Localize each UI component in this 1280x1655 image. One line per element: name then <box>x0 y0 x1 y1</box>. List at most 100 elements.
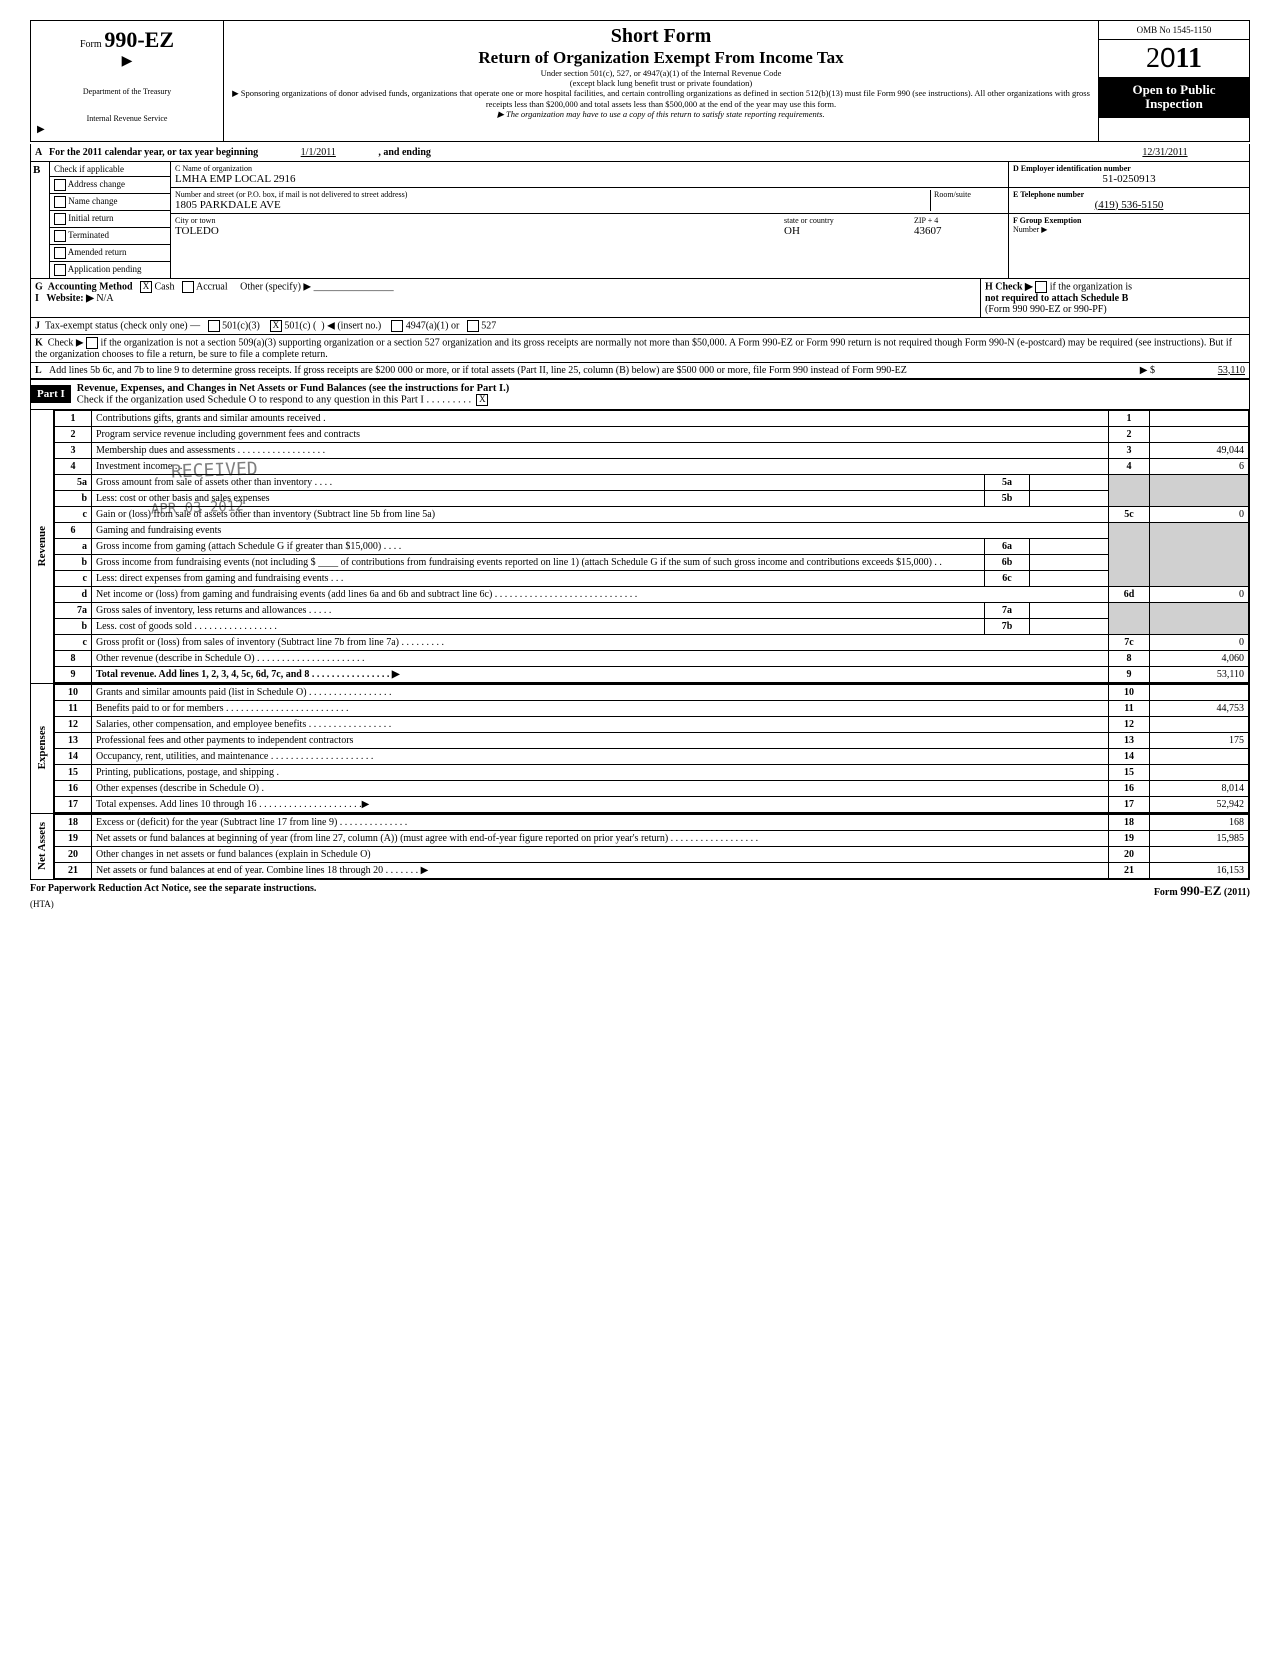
l6a-ia <box>1030 538 1109 554</box>
l5b-ia <box>1030 490 1109 506</box>
paperwork-notice: For Paperwork Reduction Act Notice, see … <box>30 883 316 894</box>
subtitle-4: ▶ The organization may have to use a cop… <box>232 109 1090 119</box>
open-line2: Inspection <box>1103 97 1245 111</box>
addr-label: Number and street (or P.O. box, if mail … <box>175 190 930 199</box>
l9-box: 9 <box>1109 666 1150 682</box>
header-mid: Short Form Return of Organization Exempt… <box>224 21 1098 141</box>
chk-term[interactable] <box>54 230 66 242</box>
opt-4947: 4947(a)(1) or <box>406 320 460 331</box>
chk-cash[interactable]: X <box>140 281 152 293</box>
l2-box: 2 <box>1109 426 1150 442</box>
l18-box: 18 <box>1109 814 1150 830</box>
other-specify: Other (specify) ▶ <box>240 281 311 292</box>
l18-amt: 168 <box>1150 814 1249 830</box>
form-header: Form 990-EZ ▶ Department of the Treasury… <box>30 20 1250 142</box>
block-j: J Tax-exempt status (check only one) — 5… <box>30 318 1250 335</box>
subtitle-3: ▶ Sponsoring organizations of donor advi… <box>232 88 1090 108</box>
chk-name[interactable] <box>54 196 66 208</box>
l8-num: 8 <box>55 650 92 666</box>
l6c-desc: Less: direct expenses from gaming and fu… <box>92 570 985 586</box>
l7b-ia <box>1030 618 1109 634</box>
f-label: F Group Exemption <box>1013 216 1081 225</box>
l6b-ib: 6b <box>985 554 1030 570</box>
l7a-ia <box>1030 602 1109 618</box>
l5b-ib: 5b <box>985 490 1030 506</box>
l13-num: 13 <box>55 732 92 748</box>
l11-num: 11 <box>55 700 92 716</box>
open-to-public: Open to Public Inspection <box>1099 77 1249 118</box>
l2-num: 2 <box>55 426 92 442</box>
l13-desc: Professional fees and other payments to … <box>92 732 1109 748</box>
l11-box: 11 <box>1109 700 1150 716</box>
l15-box: 15 <box>1109 764 1150 780</box>
l19-box: 19 <box>1109 830 1150 846</box>
l2-amt <box>1150 426 1249 442</box>
l4-amt: 6 <box>1150 458 1249 474</box>
l6d-amt: 0 <box>1150 586 1249 602</box>
l15-desc: Printing, publications, postage, and shi… <box>92 764 1109 780</box>
h-label: H Check ▶ <box>985 281 1033 292</box>
l6b-num: b <box>55 554 92 570</box>
l17-amt: 52,942 <box>1150 796 1249 812</box>
l18-desc: Excess or (deficit) for the year (Subtra… <box>92 814 1109 830</box>
dept-treasury: Department of the Treasury <box>37 88 217 97</box>
form-prefix: Form <box>80 39 102 50</box>
l6b-desc: Gross income from fundraising events (no… <box>92 554 985 570</box>
l5c-num: c <box>55 506 92 522</box>
l20-box: 20 <box>1109 846 1150 862</box>
phone: (419) 536-5150 <box>1013 199 1245 211</box>
chk-amend[interactable] <box>54 247 66 259</box>
header-right: OMB No 1545-1150 2011 Open to Public Ins… <box>1098 21 1249 141</box>
l3-num: 3 <box>55 442 92 458</box>
part1-title: Revenue, Expenses, and Changes in Net As… <box>77 383 509 394</box>
accounting-method-label: Accounting Method <box>48 281 133 292</box>
l20-desc: Other changes in net assets or fund bala… <box>92 846 1109 862</box>
part1-check-line: Check if the organization used Schedule … <box>77 394 424 405</box>
accrual-label: Accrual <box>196 281 228 292</box>
check-column: Check if applicable Address change Name … <box>50 162 171 278</box>
subtitle-2: (except black lung benefit trust or priv… <box>232 78 1090 88</box>
l12-amt <box>1150 716 1249 732</box>
l4-box: 4 <box>1109 458 1150 474</box>
chk-501c[interactable]: X <box>270 320 282 332</box>
l6c-ia <box>1030 570 1109 586</box>
chk-501c3[interactable] <box>208 320 220 332</box>
zip: 43607 <box>914 225 1004 237</box>
part1-header: Part I Revenue, Expenses, and Changes in… <box>30 379 1250 410</box>
terminated-label: Terminated <box>68 230 109 240</box>
label-a: A <box>35 147 49 158</box>
omb-number: OMB No 1545-1150 <box>1099 21 1249 40</box>
expenses-section: Expenses 10Grants and similar amounts pa… <box>30 684 1250 814</box>
l7b-ib: 7b <box>985 618 1030 634</box>
city: TOLEDO <box>175 225 784 237</box>
l3-box: 3 <box>1109 442 1150 458</box>
chk-k[interactable] <box>86 337 98 349</box>
l-text: Add lines 5b 6c, and 7b to line 9 to det… <box>49 365 1115 376</box>
l10-box: 10 <box>1109 684 1150 700</box>
l14-num: 14 <box>55 748 92 764</box>
l4-num: 4 <box>55 458 92 474</box>
l8-box: 8 <box>1109 650 1150 666</box>
chk-accrual[interactable] <box>182 281 194 293</box>
addr-change-label: Address change <box>68 179 125 189</box>
l13-box: 13 <box>1109 732 1150 748</box>
l2-desc: Program service revenue including govern… <box>92 426 1109 442</box>
l11-desc: Benefits paid to or for members . . . . … <box>92 700 1109 716</box>
chk-4947[interactable] <box>391 320 403 332</box>
l19-desc: Net assets or fund balances at beginning… <box>92 830 1109 846</box>
initial-return-label: Initial return <box>68 213 113 223</box>
chk-pending[interactable] <box>54 264 66 276</box>
form-number: 990-EZ <box>104 27 174 52</box>
chk-527[interactable] <box>467 320 479 332</box>
l14-amt <box>1150 748 1249 764</box>
ein: 51-0250913 <box>1013 173 1245 185</box>
l13-amt: 175 <box>1150 732 1249 748</box>
revenue-side-label: Revenue <box>31 410 54 683</box>
chk-h[interactable] <box>1035 281 1047 293</box>
h-text2: not required to attach Schedule B <box>985 293 1128 304</box>
l1-box: 1 <box>1109 410 1150 426</box>
chk-initial[interactable] <box>54 213 66 225</box>
part1-checkbox[interactable]: X <box>476 394 488 406</box>
chk-addr[interactable] <box>54 179 66 191</box>
k-text: if the organization is not a section 509… <box>35 337 1232 360</box>
